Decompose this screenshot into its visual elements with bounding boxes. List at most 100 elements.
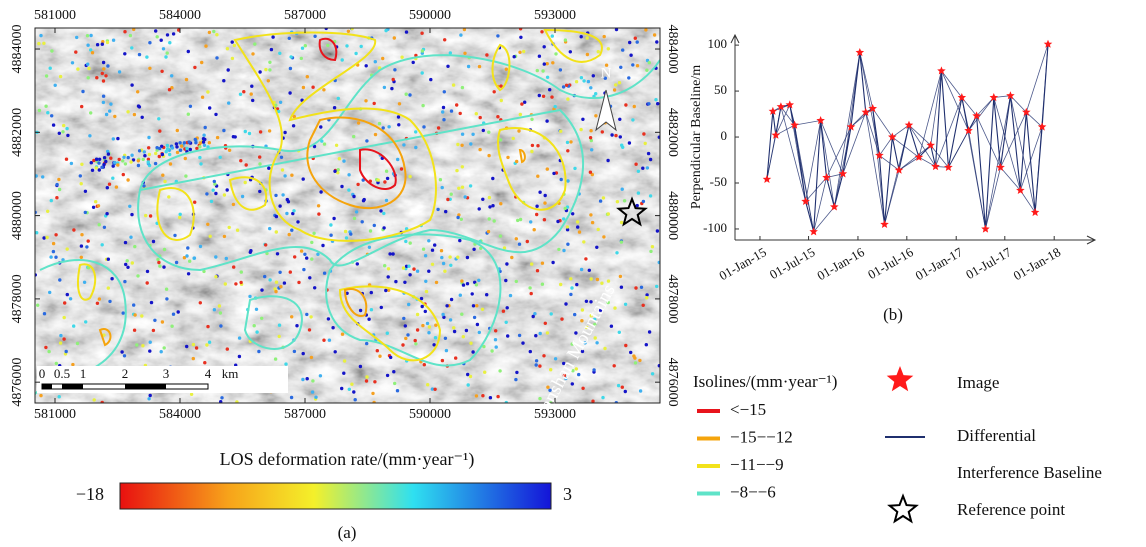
- deformation-point: [180, 144, 183, 147]
- deformation-point: [460, 313, 463, 316]
- deformation-point: [365, 139, 368, 142]
- deformation-point: [328, 339, 331, 342]
- deformation-point: [460, 144, 463, 147]
- deformation-point: [137, 159, 140, 162]
- deformation-point: [529, 350, 532, 353]
- deformation-point: [52, 250, 55, 253]
- deformation-point: [566, 149, 569, 152]
- deformation-point: [123, 280, 126, 283]
- deformation-point: [614, 83, 617, 86]
- deformation-point: [406, 333, 409, 336]
- deformation-point: [538, 55, 541, 58]
- deformation-point: [80, 163, 83, 166]
- deformation-point: [268, 278, 271, 281]
- deformation-point: [566, 97, 569, 100]
- deformation-point: [42, 42, 45, 45]
- deformation-point: [310, 257, 313, 260]
- deformation-point: [631, 118, 634, 121]
- deformation-point: [456, 216, 459, 219]
- deformation-point: [535, 205, 538, 208]
- deformation-point: [370, 291, 373, 294]
- deformation-point: [140, 314, 143, 317]
- image-marker: [895, 166, 904, 174]
- image-marker: [786, 100, 795, 108]
- deformation-point: [529, 220, 532, 223]
- deformation-point: [126, 110, 129, 113]
- deformation-point: [170, 325, 173, 328]
- deformation-point: [88, 134, 91, 137]
- deformation-point: [44, 105, 47, 108]
- deformation-point: [581, 118, 584, 121]
- deformation-point: [434, 336, 437, 339]
- deformation-point: [284, 362, 287, 365]
- deformation-point: [530, 150, 533, 153]
- deformation-point: [350, 383, 353, 386]
- deformation-point: [472, 304, 475, 307]
- deformation-point: [481, 308, 484, 311]
- legend-label: Differential: [957, 426, 1036, 445]
- deformation-point: [441, 110, 444, 113]
- network-line: [931, 71, 942, 145]
- deformation-point: [189, 148, 192, 151]
- deformation-point: [551, 34, 554, 37]
- deformation-point: [205, 343, 208, 346]
- y-tick-label: 4878000: [665, 274, 680, 323]
- deformation-point: [278, 335, 281, 338]
- deformation-point: [541, 262, 544, 265]
- deformation-point: [118, 158, 121, 161]
- deformation-point: [382, 212, 385, 215]
- deformation-point: [573, 313, 576, 316]
- deformation-point: [450, 298, 453, 301]
- image-marker: [931, 162, 940, 170]
- deformation-point: [469, 342, 472, 345]
- deformation-point: [380, 306, 383, 309]
- deformation-point: [512, 137, 515, 140]
- deformation-point: [109, 157, 112, 160]
- y-tick-label: 50: [714, 82, 727, 97]
- deformation-point: [588, 269, 591, 272]
- deformation-point: [129, 236, 132, 239]
- deformation-point: [546, 76, 549, 79]
- deformation-point: [231, 57, 234, 60]
- deformation-point: [124, 263, 127, 266]
- deformation-point: [478, 65, 481, 68]
- deformation-point: [52, 242, 55, 245]
- image-marker: [830, 202, 839, 210]
- colorbar-title: LOS deformation rate/(mm·year⁻¹): [220, 449, 475, 470]
- deformation-point: [66, 247, 69, 250]
- deformation-point: [169, 162, 172, 165]
- deformation-point: [387, 125, 390, 128]
- deformation-point: [166, 147, 169, 150]
- caption: (a): [338, 523, 357, 542]
- deformation-point: [461, 133, 464, 136]
- deformation-point: [160, 350, 163, 353]
- deformation-point: [469, 184, 472, 187]
- deformation-point: [71, 363, 74, 366]
- deformation-point: [505, 321, 508, 324]
- deformation-point: [301, 378, 304, 381]
- deformation-point: [616, 200, 619, 203]
- deformation-point: [369, 229, 372, 232]
- deformation-point: [327, 317, 330, 320]
- deformation-point: [147, 136, 150, 139]
- deformation-point: [510, 256, 513, 259]
- image-marker: [880, 220, 889, 228]
- deformation-point: [290, 315, 293, 318]
- deformation-point: [309, 315, 312, 318]
- deformation-point: [76, 67, 79, 70]
- deformation-point: [629, 351, 632, 354]
- deformation-point: [65, 350, 68, 353]
- deformation-point: [179, 149, 182, 152]
- deformation-point: [386, 332, 389, 335]
- deformation-point: [144, 214, 147, 217]
- deformation-point: [421, 49, 424, 52]
- deformation-point: [98, 168, 101, 171]
- deformation-point: [352, 195, 355, 198]
- deformation-point: [377, 178, 380, 181]
- deformation-point: [314, 396, 317, 399]
- deformation-point: [571, 212, 574, 215]
- deformation-point: [619, 275, 622, 278]
- deformation-point: [317, 204, 320, 207]
- deformation-point: [89, 111, 92, 114]
- deformation-point: [234, 282, 237, 285]
